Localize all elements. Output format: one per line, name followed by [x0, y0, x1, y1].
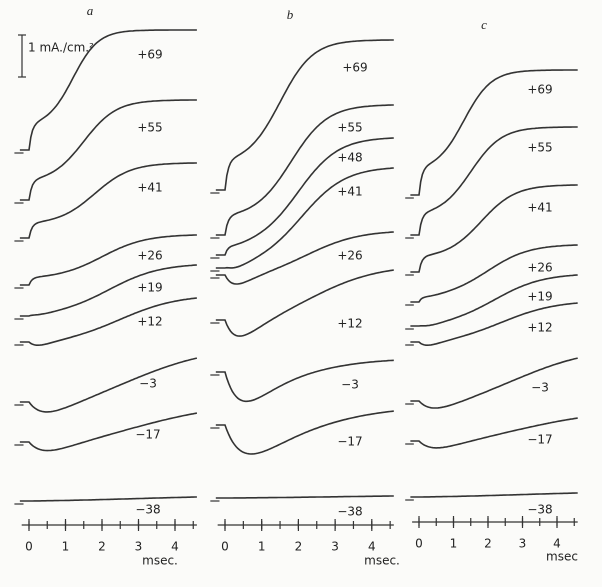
current-trace: [215, 104, 394, 236]
tick-label: 4: [368, 540, 376, 554]
trace-label: −17: [337, 435, 362, 449]
current-trace: [215, 39, 394, 191]
trace-label: +26: [337, 249, 362, 263]
current-trace: [215, 231, 394, 285]
trace-label: +12: [337, 317, 362, 331]
unit-label: msec: [546, 550, 578, 564]
trace-label: +55: [137, 121, 162, 135]
current-trace: [215, 137, 394, 256]
trace-label: +69: [527, 83, 552, 97]
trace-label: −3: [531, 381, 549, 395]
trace-label: −3: [341, 378, 359, 392]
tick-label: 1: [450, 537, 458, 551]
tick-label: 3: [519, 537, 527, 551]
tick-label: 2: [98, 540, 106, 554]
tick-label: 0: [415, 537, 423, 551]
current-trace: [19, 496, 197, 502]
tick-label: 4: [553, 537, 561, 551]
current-trace: [410, 357, 578, 409]
tick-label: 1: [62, 540, 70, 554]
current-trace: [19, 297, 197, 346]
trace-label: −17: [135, 428, 160, 442]
current-trace: [410, 492, 578, 498]
current-trace: [215, 359, 394, 403]
trace-label: +55: [337, 121, 362, 135]
current-trace: [19, 357, 198, 413]
tick-label: 1: [258, 540, 266, 554]
tick-label: 0: [25, 540, 33, 554]
current-trace: [410, 302, 578, 346]
trace-label: −38: [527, 503, 552, 517]
current-trace: [19, 99, 197, 201]
panel-letter: a: [87, 3, 94, 18]
current-trace: [215, 410, 394, 455]
trace-label: +69: [342, 61, 367, 75]
current-trace: [410, 184, 578, 273]
trace-label: +48: [337, 151, 362, 165]
trace-label: +12: [137, 315, 162, 329]
panel-letter: c: [481, 17, 487, 32]
trace-label: +41: [337, 185, 362, 199]
trace-label: +19: [527, 290, 552, 304]
unit-label: msec.: [142, 554, 178, 568]
current-trace: [410, 274, 578, 327]
current-trace: [410, 126, 578, 236]
current-trace: [215, 269, 394, 337]
trace-label: +41: [137, 181, 162, 195]
trace-label: −17: [527, 433, 552, 447]
trace-label: +12: [527, 321, 552, 335]
trace-label: +26: [137, 249, 162, 263]
unit-label: msec.: [364, 554, 400, 568]
current-trace: [19, 234, 197, 286]
current-trace: [410, 69, 578, 196]
current-trace: [19, 264, 197, 317]
tick-label: 0: [221, 540, 229, 554]
current-trace: [410, 417, 578, 449]
panel-letter: b: [287, 7, 294, 22]
scale-label: 1 mA./cm.²: [28, 41, 94, 55]
current-trace: [215, 495, 394, 499]
current-trace: [19, 412, 198, 452]
trace-label: +26: [527, 261, 552, 275]
tick-label: 3: [331, 540, 339, 554]
current-trace: [410, 244, 578, 303]
current-trace: [19, 29, 197, 151]
tick-label: 4: [171, 540, 179, 554]
trace-label: +69: [137, 48, 162, 62]
trace-label: +19: [137, 281, 162, 295]
tick-label: 2: [295, 540, 303, 554]
current-trace: [215, 167, 394, 269]
trace-label: +41: [527, 201, 552, 215]
tick-label: 2: [484, 537, 492, 551]
trace-label: −38: [337, 505, 362, 519]
trace-label: +55: [527, 141, 552, 155]
current-trace: [19, 162, 197, 239]
tick-label: 3: [135, 540, 143, 554]
trace-label: −38: [135, 503, 160, 517]
trace-label: −3: [139, 377, 157, 391]
